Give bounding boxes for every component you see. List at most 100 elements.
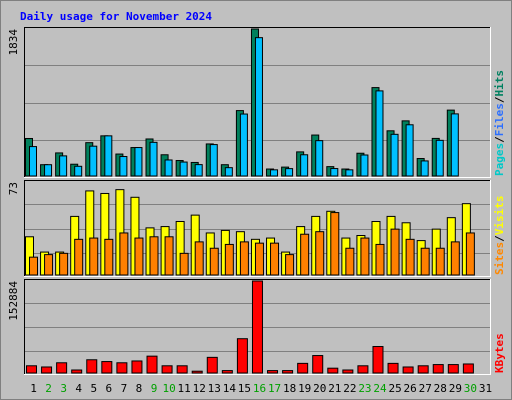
bar-sites-day-4 <box>74 238 84 276</box>
bar-kbytes-day-8 <box>131 360 143 374</box>
legend-pages: Pages <box>493 143 506 176</box>
legend-visits: Visits <box>493 196 506 236</box>
day-label-14: 14 <box>223 382 237 395</box>
bar-kbytes-day-18 <box>282 370 294 374</box>
bar-kbytes-day-23 <box>357 365 369 374</box>
day-label-20: 20 <box>313 382 326 395</box>
bar-files-day-7 <box>119 156 128 177</box>
day-label-27: 27 <box>419 382 432 395</box>
bar-files-day-9 <box>149 141 158 177</box>
panel-middle-max-label: 73 <box>7 182 20 195</box>
day-label-19: 19 <box>298 382 311 395</box>
bar-sites-day-30 <box>465 232 475 276</box>
bar-sites-day-10 <box>164 236 174 276</box>
bar-kbytes-day-7 <box>116 362 128 374</box>
day-label-15: 15 <box>238 382 251 395</box>
bar-files-day-27 <box>420 160 429 177</box>
bar-sites-day-20 <box>315 231 325 276</box>
bar-kbytes-day-25 <box>387 362 399 374</box>
bar-sites-day-17 <box>270 242 280 276</box>
bar-sites-day-16 <box>254 242 264 276</box>
bar-kbytes-day-5 <box>86 359 98 374</box>
bar-kbytes-day-10 <box>161 365 173 374</box>
bar-kbytes-day-3 <box>56 362 68 374</box>
bar-files-day-3 <box>59 155 68 177</box>
bar-kbytes-day-30 <box>462 363 474 374</box>
bar-files-day-8 <box>134 147 143 177</box>
bar-kbytes-day-27 <box>417 365 429 374</box>
day-label-6: 6 <box>106 382 113 395</box>
panel-middle-legend: Sites/Visits <box>493 196 506 276</box>
bar-kbytes-day-1 <box>26 365 37 374</box>
legend-separator: / <box>493 235 506 242</box>
bar-files-day-25 <box>390 133 399 177</box>
day-label-1: 1 <box>30 382 37 395</box>
legend-files: Files <box>493 103 506 136</box>
legend-hits: Hits <box>493 70 506 97</box>
bar-kbytes-day-21 <box>327 367 339 374</box>
day-label-21: 21 <box>328 382 341 395</box>
bar-sites-day-28 <box>435 247 445 276</box>
bar-kbytes-day-11 <box>176 365 188 374</box>
bar-sites-day-2 <box>44 254 54 276</box>
chart-title: Daily usage for November 2024 <box>20 10 213 23</box>
legend-kbytes: KBytes <box>493 333 506 373</box>
bar-files-day-11 <box>179 161 188 177</box>
bar-sites-day-24 <box>375 243 385 276</box>
bar-files-day-26 <box>405 124 414 177</box>
bar-files-day-6 <box>104 135 113 177</box>
day-label-12: 12 <box>193 382 206 395</box>
bar-sites-day-27 <box>420 247 430 276</box>
day-label-7: 7 <box>121 382 128 395</box>
bar-files-day-2 <box>44 164 53 177</box>
day-label-29: 29 <box>449 382 462 395</box>
panel-bottom-max-label: 152884 <box>7 281 20 321</box>
bar-sites-day-5 <box>89 237 99 276</box>
day-label-25: 25 <box>388 382 401 395</box>
bar-files-day-4 <box>74 165 83 177</box>
bar-sites-day-11 <box>179 252 189 276</box>
bar-kbytes-day-24 <box>372 346 384 374</box>
bar-files-day-13 <box>209 144 218 177</box>
bar-files-day-10 <box>164 159 173 177</box>
day-label-18: 18 <box>283 382 296 395</box>
bar-sites-day-26 <box>405 238 415 276</box>
bar-sites-day-23 <box>360 237 370 276</box>
bar-sites-day-25 <box>390 228 400 276</box>
bar-files-day-1 <box>29 146 37 177</box>
bar-files-day-16 <box>254 37 263 177</box>
bar-sites-day-9 <box>149 236 159 276</box>
bar-files-day-29 <box>450 113 459 177</box>
bar-kbytes-day-4 <box>71 369 83 374</box>
bar-sites-day-21 <box>330 212 340 276</box>
bar-sites-day-29 <box>450 241 460 276</box>
day-label-31: 31 <box>479 382 492 395</box>
day-label-22: 22 <box>343 382 356 395</box>
bar-files-day-15 <box>239 113 248 177</box>
day-label-9: 9 <box>151 382 158 395</box>
bar-files-day-17 <box>270 169 279 177</box>
bar-kbytes-day-26 <box>402 366 414 374</box>
day-label-30: 30 <box>464 382 477 395</box>
day-label-3: 3 <box>60 382 67 395</box>
bar-sites-day-6 <box>104 238 114 276</box>
panel-top-legend: Pages/Files/Hits <box>493 70 506 176</box>
day-label-17: 17 <box>268 382 281 395</box>
bar-sites-day-22 <box>345 247 355 276</box>
bar-files-day-23 <box>360 154 369 177</box>
day-label-4: 4 <box>75 382 82 395</box>
bar-kbytes-day-2 <box>41 366 53 374</box>
bar-sites-day-7 <box>119 232 129 276</box>
day-label-26: 26 <box>404 382 417 395</box>
bar-kbytes-day-22 <box>342 369 354 374</box>
panel-bottom-legend: KBytes <box>493 333 506 373</box>
day-label-24: 24 <box>373 382 387 395</box>
bar-sites-day-19 <box>300 233 310 276</box>
bar-sites-day-3 <box>59 252 69 276</box>
day-label-28: 28 <box>434 382 447 395</box>
panel-top-max-label: 1834 <box>7 29 20 56</box>
legend-separator: / <box>493 136 506 143</box>
bar-sites-day-8 <box>134 237 144 276</box>
day-label-10: 10 <box>162 382 175 395</box>
bar-files-day-12 <box>194 164 203 177</box>
